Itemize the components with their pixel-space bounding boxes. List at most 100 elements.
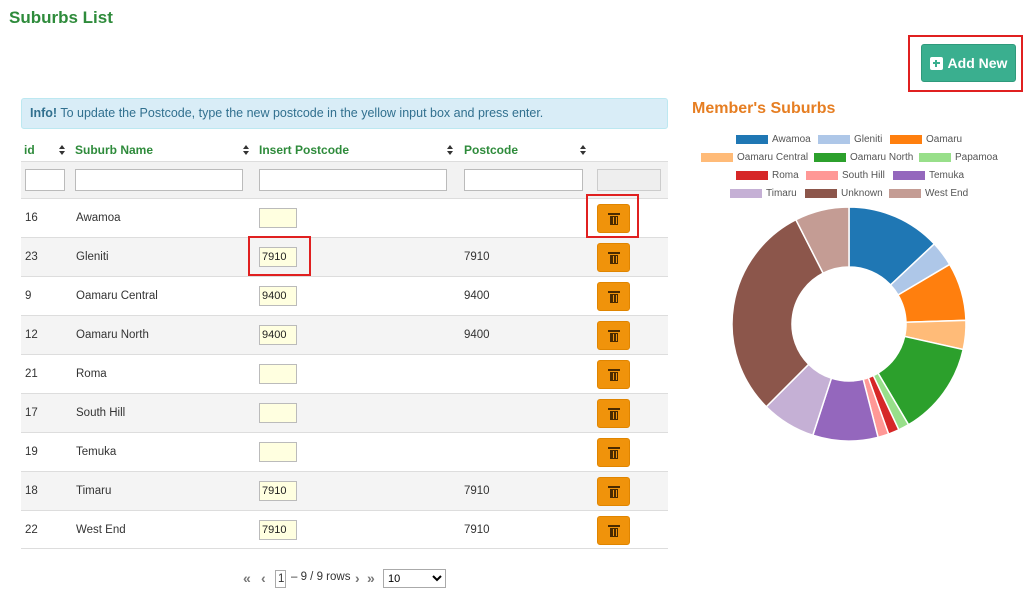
first-page-button[interactable]: « [243, 570, 251, 586]
legend-label: Unknown [841, 188, 883, 199]
legend-label: Roma [772, 170, 799, 181]
filter-postcode-input[interactable] [464, 169, 583, 191]
row-suburb-name: Temuka [76, 446, 117, 458]
delete-button[interactable] [597, 204, 630, 233]
trash-icon [608, 369, 620, 381]
header-insert-postcode[interactable]: Insert Postcode [259, 143, 350, 157]
trash-icon [608, 447, 620, 459]
header-suburb-name[interactable]: Suburb Name [75, 143, 154, 157]
info-text: To update the Postcode, type the new pos… [57, 106, 544, 120]
row-id: 19 [25, 446, 38, 458]
table-row: 9 Oamaru Central 9400 [21, 276, 668, 315]
legend-swatch [805, 189, 837, 198]
legend-swatch [890, 135, 922, 144]
filter-name-input[interactable] [75, 169, 243, 191]
row-id: 21 [25, 368, 38, 380]
postcode-input[interactable] [259, 247, 297, 267]
suburbs-donut-chart [731, 206, 967, 442]
table-row: 19 Temuka [21, 432, 668, 471]
postcode-input[interactable] [259, 208, 297, 228]
postcode-input[interactable] [259, 325, 297, 345]
row-suburb-name: Timaru [76, 485, 112, 497]
filter-row [21, 161, 668, 198]
last-page-button[interactable]: » [367, 570, 375, 586]
postcode-input[interactable] [259, 442, 297, 462]
row-postcode: 7910 [464, 251, 490, 263]
delete-highlight [586, 194, 639, 238]
filter-insert-postcode-input[interactable] [259, 169, 447, 191]
postcode-input[interactable] [259, 481, 297, 501]
legend-swatch [701, 153, 733, 162]
legend-label: Awamoa [772, 134, 811, 145]
next-page-button[interactable]: › [355, 570, 360, 586]
row-suburb-name: Awamoa [76, 212, 121, 224]
prev-page-button[interactable]: ‹ [261, 570, 266, 586]
current-page-input[interactable]: 1 [275, 570, 286, 588]
trash-icon [608, 213, 620, 225]
row-postcode: 9400 [464, 329, 490, 341]
table-row: 18 Timaru 7910 [21, 471, 668, 510]
donut-slice-unknown[interactable] [731, 218, 825, 408]
row-suburb-name: Oamaru Central [76, 290, 158, 302]
row-suburb-name: West End [76, 524, 126, 536]
legend-label: Papamoa [955, 152, 998, 163]
delete-button[interactable] [597, 438, 630, 467]
postcode-input[interactable] [259, 364, 297, 384]
delete-button[interactable] [597, 477, 630, 506]
legend-label: Timaru [766, 188, 797, 199]
row-suburb-name: Gleniti [76, 251, 109, 263]
chart-title: Member's Suburbs [692, 100, 836, 117]
sort-icon[interactable] [580, 145, 587, 155]
postcode-input[interactable] [259, 286, 297, 306]
delete-button[interactable] [597, 360, 630, 389]
delete-button[interactable] [597, 399, 630, 428]
table-row: 22 West End 7910 [21, 510, 668, 549]
page-title: Suburbs List [9, 8, 113, 27]
row-postcode: 7910 [464, 524, 490, 536]
delete-button[interactable] [597, 282, 630, 311]
sort-icon[interactable] [447, 145, 454, 155]
trash-icon [608, 330, 620, 342]
legend-label: Oamaru North [850, 152, 914, 163]
legend-swatch [893, 171, 925, 180]
trash-icon [608, 525, 620, 537]
legend-swatch [736, 171, 768, 180]
page-size-select[interactable]: 10 [383, 569, 446, 588]
legend-label: West End [925, 188, 969, 199]
add-new-label: Add New [947, 55, 1008, 71]
sort-icon[interactable] [243, 145, 250, 155]
legend-swatch [806, 171, 838, 180]
row-suburb-name: Roma [76, 368, 107, 380]
row-id: 18 [25, 485, 38, 497]
legend-label: Gleniti [854, 134, 883, 145]
postcode-input[interactable] [259, 403, 297, 423]
postcode-input[interactable] [259, 520, 297, 540]
header-id[interactable]: id [24, 143, 35, 157]
row-id: 9 [25, 290, 32, 302]
delete-button[interactable] [597, 321, 630, 350]
row-postcode: 7910 [464, 485, 490, 497]
legend-swatch [814, 153, 846, 162]
postcode-input-highlight [248, 236, 311, 276]
legend-swatch [730, 189, 762, 198]
table-row: 23 Gleniti 7910 [21, 237, 668, 276]
table-row: 12 Oamaru North 9400 [21, 315, 668, 354]
row-postcode: 9400 [464, 290, 490, 302]
filter-id-input[interactable] [25, 169, 65, 191]
delete-button[interactable] [597, 516, 630, 545]
sort-icon[interactable] [59, 145, 66, 155]
add-new-button[interactable]: Add New [921, 44, 1016, 82]
legend-label: Oamaru [926, 134, 963, 145]
legend-swatch [736, 135, 768, 144]
delete-button[interactable] [597, 243, 630, 272]
trash-icon [608, 408, 620, 420]
row-id: 12 [25, 329, 38, 341]
trash-icon [608, 291, 620, 303]
table-row: 16 Awamoa [21, 198, 668, 237]
header-postcode[interactable]: Postcode [464, 143, 519, 157]
legend-swatch [818, 135, 850, 144]
row-id: 17 [25, 407, 38, 419]
row-id: 16 [25, 212, 38, 224]
donut-slice-west-end[interactable] [794, 206, 850, 275]
row-id: 22 [25, 524, 38, 536]
